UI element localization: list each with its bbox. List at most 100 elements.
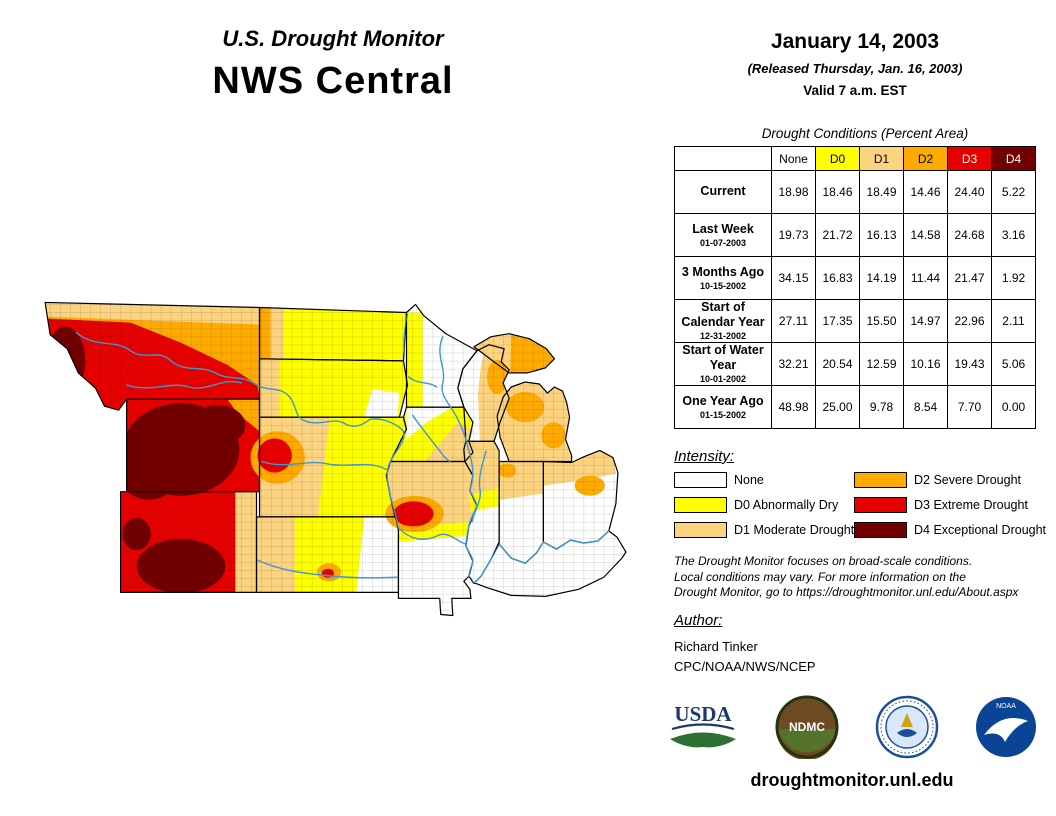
legend-item-d3: D3 Extreme Drought <box>854 497 1046 513</box>
author-name: Richard Tinker <box>674 639 758 654</box>
legend-item-d4: D4 Exceptional Drought <box>854 522 1046 538</box>
rivers <box>75 313 610 585</box>
row-label-date: 01-15-2002 <box>699 410 747 421</box>
row-label-date: 10-15-2002 <box>699 281 747 292</box>
row-label-text: Current <box>700 183 746 198</box>
table-corner-cell <box>674 146 772 171</box>
legend-item-d2: D2 Severe Drought <box>854 472 1046 488</box>
legend-label: D3 Extreme Drought <box>914 498 1028 512</box>
intensity-legend: Intensity: None D2 Severe Drought D0 Abn… <box>674 448 1046 538</box>
table-row: Current 18.98 18.46 18.49 14.46 24.40 5.… <box>674 170 1036 214</box>
none-swatch <box>674 472 727 488</box>
title-block: U.S. Drought Monitor NWS Central <box>123 26 543 103</box>
stat-cell: 19.73 <box>771 213 816 257</box>
row-label-date: 10-01-2002 <box>699 374 747 385</box>
col-header-none: None <box>771 146 816 171</box>
drought-stats-table: None D0 D1 D2 D3 D4 Current 18.98 18.46 … <box>674 146 1036 429</box>
region-title: NWS Central <box>212 60 454 102</box>
valid-time: Valid 7 a.m. EST <box>803 83 907 98</box>
stat-cell: 3.16 <box>991 213 1036 257</box>
usda-field-swoosh <box>670 732 736 748</box>
usda-arc <box>671 723 735 731</box>
row-label-date: 01-07-2003 <box>699 238 747 249</box>
stat-cell: 14.19 <box>859 256 904 300</box>
table-row: One Year Ago 01-15-2002 48.98 25.00 9.78 … <box>674 385 1036 429</box>
stat-cell: 14.97 <box>903 299 948 343</box>
stat-cell: 14.46 <box>903 170 948 214</box>
platte-river <box>260 460 388 471</box>
missouri-river-lower <box>369 418 405 529</box>
logo-row: USDA NDMC NOAA <box>666 692 1038 762</box>
stat-cell: 17.35 <box>815 299 860 343</box>
stat-cell: 25.00 <box>815 385 860 429</box>
stat-cell: 21.72 <box>815 213 860 257</box>
ndmc-logo: NDMC <box>775 695 839 759</box>
legend-title: Intensity: <box>674 448 735 465</box>
legend-item-d0: D0 Abnormally Dry <box>674 497 854 513</box>
d4-swatch <box>854 522 907 538</box>
release-date: (Released Thursday, Jan. 16, 2003) <box>747 61 963 76</box>
missouri-river-mo <box>397 527 467 545</box>
stat-cell: 21.47 <box>947 256 992 300</box>
legend-item-d1: D1 Moderate Drought <box>674 522 854 538</box>
legend-label: D2 Severe Drought <box>914 473 1022 487</box>
missouri-river <box>75 331 371 427</box>
row-label: 3 Months Ago 10-15-2002 <box>674 256 772 300</box>
map-date: January 14, 2003 <box>770 30 940 53</box>
row-label: Start of Calendar Year 12-31-2002 <box>674 299 772 343</box>
col-header-d2: D2 <box>903 146 948 171</box>
stat-cell: 7.70 <box>947 385 992 429</box>
stat-cell: 34.15 <box>771 256 816 300</box>
row-label-text: Start of Water Year <box>682 343 764 372</box>
disclaimer: The Drought Monitor focuses on broad-sca… <box>674 554 1044 601</box>
stat-cell: 5.06 <box>991 342 1036 386</box>
stat-cell: 2.11 <box>991 299 1036 343</box>
stat-cell: 18.98 <box>771 170 816 214</box>
stat-cell: 11.44 <box>903 256 948 300</box>
stat-cell: 12.59 <box>859 342 904 386</box>
d0-swatch <box>674 497 727 513</box>
commerce-ring-text <box>880 700 934 754</box>
stat-cell: 24.40 <box>947 170 992 214</box>
ohio-river <box>473 530 610 585</box>
stat-cell: 9.78 <box>859 385 904 429</box>
legend-label: D4 Exceptional Drought <box>914 523 1047 537</box>
stat-cell: 1.92 <box>991 256 1036 300</box>
stat-cell: 20.54 <box>815 342 860 386</box>
stat-cell: 10.16 <box>903 342 948 386</box>
stat-cell: 14.58 <box>903 213 948 257</box>
ndmc-earth-lower <box>777 697 838 759</box>
noaa-gull <box>983 718 1028 742</box>
stat-cell: 32.21 <box>771 342 816 386</box>
d3-swatch <box>854 497 907 513</box>
arkansas-river <box>256 559 399 579</box>
col-header-d1: D1 <box>859 146 904 171</box>
stat-cell: 19.43 <box>947 342 992 386</box>
row-label-text: Start of Calendar Year <box>681 300 765 329</box>
commerce-eagle <box>900 713 913 727</box>
stat-cell: 24.68 <box>947 213 992 257</box>
author-org: CPC/NOAA/NWS/NCEP <box>674 659 816 674</box>
usda-logo-text: USDA <box>674 702 732 726</box>
stat-cell: 18.49 <box>859 170 904 214</box>
ndmc-earth <box>779 733 836 757</box>
commerce-shield <box>896 729 917 737</box>
d2-swatch <box>854 472 907 488</box>
disclaimer-line: The Drought Monitor focuses on broad-sca… <box>674 554 973 568</box>
date-block: January 14, 2003 (Released Thursday, Jan… <box>690 30 1020 98</box>
legend-label: D0 Abnormally Dry <box>734 498 839 512</box>
table-title: Drought Conditions (Percent Area) <box>761 126 969 141</box>
legend-label: None <box>734 473 764 487</box>
row-label: Current <box>674 170 772 214</box>
yellowstone-river <box>125 380 243 389</box>
drought-map <box>44 301 627 617</box>
stat-cell: 18.46 <box>815 170 860 214</box>
row-label-text: One Year Ago <box>682 393 764 408</box>
stat-cell: 27.11 <box>771 299 816 343</box>
table-row: Start of Water Year 10-01-2002 32.21 20.5… <box>674 342 1036 386</box>
des-moines-river <box>411 414 451 463</box>
table-row: 3 Months Ago 10-15-2002 34.15 16.83 14.19… <box>674 256 1036 300</box>
ndmc-logo-text: NDMC <box>789 720 825 734</box>
stat-cell: 16.83 <box>815 256 860 300</box>
